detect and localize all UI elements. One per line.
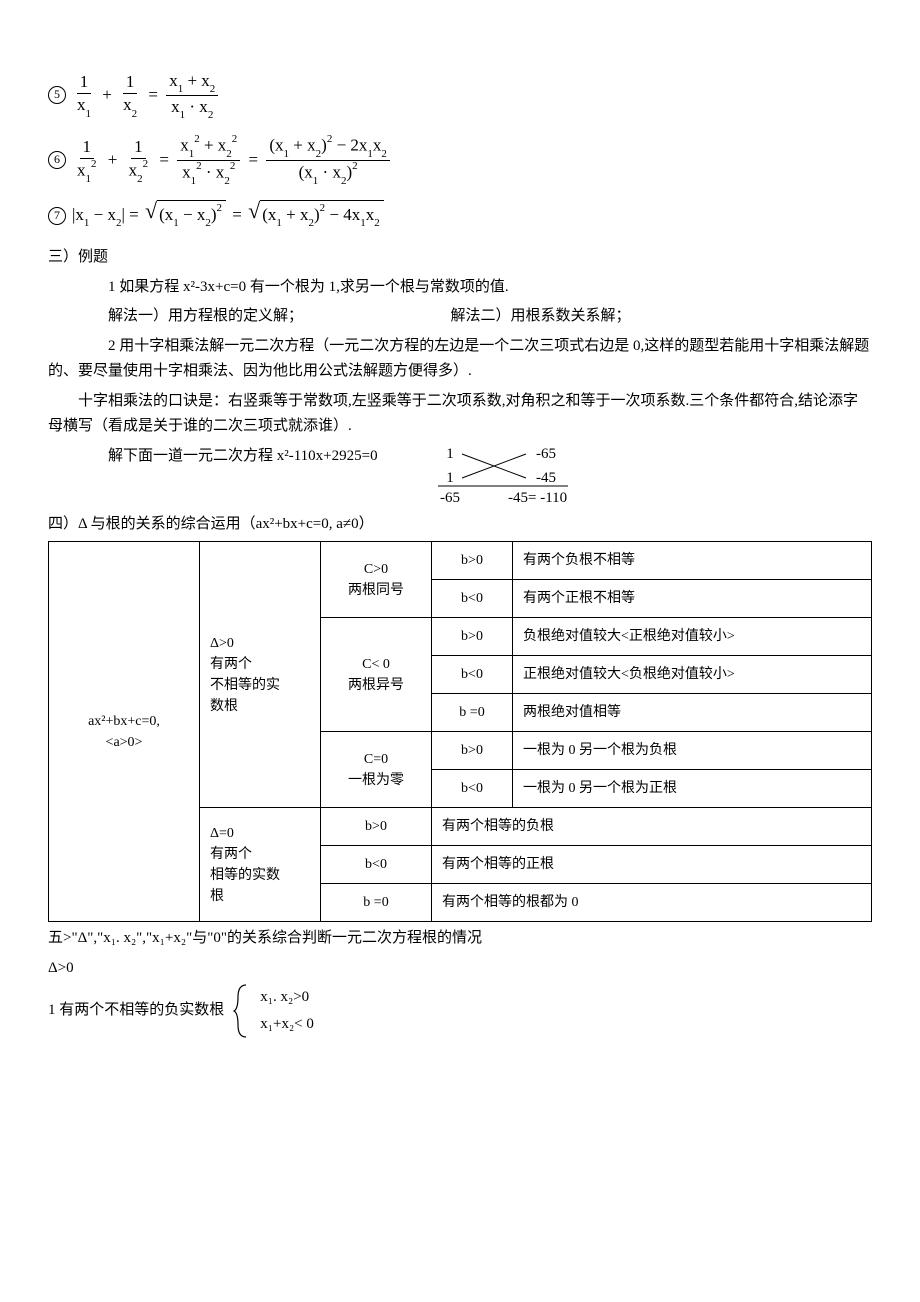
cross-svg: 1 -65 1 -45 -65 -45= -110 — [418, 444, 588, 508]
section4-heading: 四）Δ 与根的关系的综合运用（ax²+bx+c=0, a≠0） — [48, 512, 872, 538]
cross-multiply-block: 解下面一道一元二次方程 x²-110x+2925=0 1 -65 1 -45 -… — [48, 444, 872, 508]
cell-delta-eq: Δ=0 有两个 相等的实数 根 — [200, 808, 321, 922]
cell-b: b<0 — [432, 656, 513, 694]
cell-b: b>0 — [432, 542, 513, 580]
case-1-label: 1 有两个不相等的负实数根 — [48, 998, 224, 1024]
frac: 1x1 — [74, 71, 94, 119]
cross-r2r: -45 — [536, 470, 556, 486]
cell-b: b>0 — [321, 808, 432, 846]
cell-c-eq: C=0 一根为零 — [321, 732, 432, 808]
sqrt: √(x1 − x2)2 — [145, 200, 226, 231]
op-eq: = — [228, 201, 246, 230]
cell-b: b =0 — [321, 884, 432, 922]
formula-6: 6 1x12 + 1x22 = x12 + x22x12 · x22 = (x1… — [48, 134, 872, 186]
method-1: 解法一）用方程根的定义解； — [108, 308, 303, 324]
cross-sum-l: -65 — [440, 490, 460, 506]
op-eq: = — [244, 146, 262, 175]
delta-root-table: ax²+bx+c=0, <a>0> Δ>0 有两个 不相等的实 数根 C>0 两… — [48, 541, 872, 922]
brace-icon — [232, 983, 252, 1039]
frac: x12 + x22x12 · x22 — [177, 134, 240, 186]
frac: 1x2 — [120, 71, 140, 119]
formula-5: 5 1x1 + 1x2 = x1 + x2x1 · x2 — [48, 70, 872, 120]
cell-b: b =0 — [432, 694, 513, 732]
method-2: 解法二）用根系数关系解； — [451, 308, 631, 324]
example-2-p1: 2 用十字相乘法解一元二次方程（一元二次方程的左边是一个二次三项式右边是 0,这… — [48, 334, 872, 385]
cell-desc: 一根为 0 另一个根为负根 — [513, 732, 872, 770]
example-2-eq: 解下面一道一元二次方程 x²-110x+2925=0 — [48, 444, 378, 470]
cell-delta-gt: Δ>0 有两个 不相等的实 数根 — [200, 542, 321, 808]
cell-desc: 有两个相等的根都为 0 — [432, 884, 872, 922]
example-1: 1 如果方程 x²-3x+c=0 有一个根为 1,求另一个根与常数项的值. — [48, 275, 872, 301]
cell-desc: 有两个负根不相等 — [513, 542, 872, 580]
cell-b: b>0 — [432, 618, 513, 656]
cell-c-gt: C>0 两根同号 — [321, 542, 432, 618]
formula-7: 7 |x1 − x2| = √(x1 − x2)2 = √(x1 + x2)2 … — [48, 200, 872, 231]
cell-desc: 有两个相等的正根 — [432, 846, 872, 884]
cross-diagram: 1 -65 1 -45 -65 -45= -110 — [418, 444, 588, 508]
cell-desc: 一根为 0 另一个根为正根 — [513, 770, 872, 808]
op-eq: = — [155, 146, 173, 175]
cross-r1l: 1 — [446, 446, 454, 462]
cell-eq: ax²+bx+c=0, <a>0> — [49, 542, 200, 922]
circled-5: 5 — [48, 86, 66, 104]
cell-desc: 有两个正根不相等 — [513, 580, 872, 618]
brace-line-1: x₁. x₂>0 — [260, 984, 314, 1011]
cell-desc: 有两个相等的负根 — [432, 808, 872, 846]
brace-content: x₁. x₂>0 x₁+x₂< 0 — [260, 984, 314, 1038]
cell-b: b>0 — [432, 732, 513, 770]
case-1-block: 1 有两个不相等的负实数根 x₁. x₂>0 x₁+x₂< 0 — [48, 983, 872, 1039]
cross-sum-r: -45= -110 — [508, 490, 567, 506]
cell-b: b<0 — [321, 846, 432, 884]
cell-desc: 两根绝对值相等 — [513, 694, 872, 732]
cell-c-lt: C< 0 两根异号 — [321, 618, 432, 732]
section3-heading: 三）例题 — [48, 245, 872, 271]
brace-line-2: x₁+x₂< 0 — [260, 1011, 314, 1038]
cell-b: b<0 — [432, 770, 513, 808]
example-2-p2: 十字相乘法的口诀是：右竖乘等于常数项,左竖乘等于二次项系数,对角积之和等于一次项… — [48, 389, 872, 440]
circled-6: 6 — [48, 151, 66, 169]
cell-desc: 正根绝对值较大<负根绝对值较小> — [513, 656, 872, 694]
cell-desc: 负根绝对值较大<正根绝对值较小> — [513, 618, 872, 656]
section5-heading: 五>"Δ","x₁. x₂","x₁+x₂"与"0"的关系综合判断一元二次方程根… — [48, 926, 872, 952]
cross-r1r: -65 — [536, 446, 556, 462]
frac: 1x22 — [126, 136, 152, 184]
frac: 1x12 — [74, 136, 100, 184]
op-plus: + — [104, 146, 122, 175]
method-row: 解法一）用方程根的定义解； 解法二）用根系数关系解； — [48, 304, 872, 330]
cell-b: b<0 — [432, 580, 513, 618]
frac: (x1 + x2)2 − 2x1x2(x1 · x2)2 — [266, 134, 390, 186]
delta-gt-line: Δ>0 — [48, 956, 872, 982]
cross-r2l: 1 — [446, 470, 454, 486]
circled-7: 7 — [48, 207, 66, 225]
abs-expr: |x1 − x2| = — [72, 201, 143, 231]
op-plus: + — [98, 81, 116, 110]
op-eq: = — [144, 81, 162, 110]
sqrt: √(x1 + x2)2 − 4x1x2 — [248, 200, 384, 231]
frac: x1 + x2x1 · x2 — [166, 70, 218, 120]
